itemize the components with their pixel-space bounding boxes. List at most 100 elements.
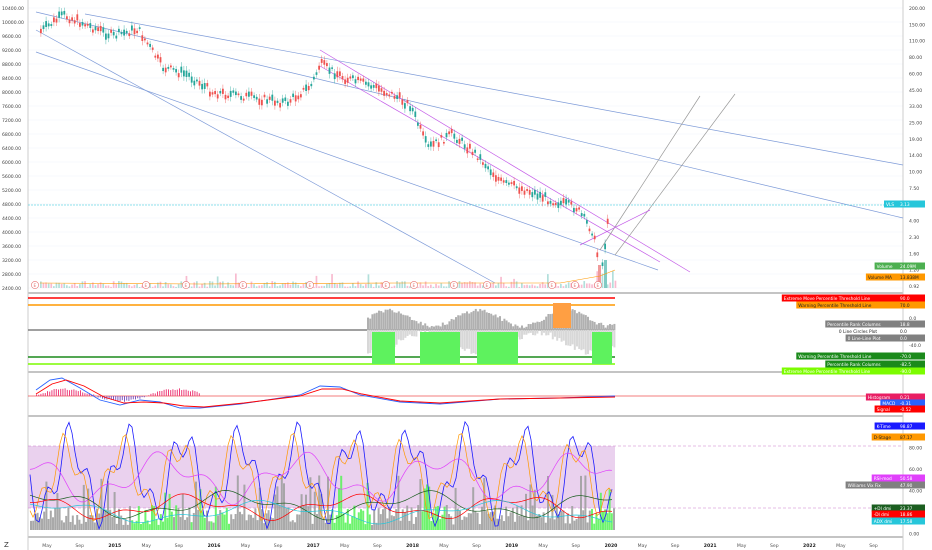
right-price-axis[interactable]: 200.00 150.00 110.00 80.00 60.00 45.00 33.00 25… bbox=[909, 6, 925, 538]
price-candles bbox=[40, 6, 609, 275]
left-price-axis[interactable]: 10400.00 10000.00 9600.00 9200.00 8800.00 840… bbox=[2, 6, 24, 292]
volume-bar bbox=[138, 286, 141, 288]
volume-bar bbox=[601, 273, 604, 288]
candle-body bbox=[289, 99, 292, 103]
volume-bar bbox=[60, 283, 63, 288]
candle-body bbox=[172, 68, 175, 70]
volume-bar bbox=[471, 281, 474, 288]
macd-histogram-bar bbox=[113, 396, 114, 400]
candle-body bbox=[146, 42, 149, 45]
vix-fix-column bbox=[41, 518, 43, 530]
vix-fix-column bbox=[199, 489, 202, 530]
candle-body bbox=[232, 90, 235, 93]
vix-fix-column bbox=[276, 486, 279, 530]
candle-body bbox=[430, 141, 432, 147]
vix-fix-column bbox=[582, 510, 585, 530]
time-axis-label: May bbox=[836, 543, 846, 549]
volume-bar bbox=[274, 281, 276, 288]
vix-fix-column bbox=[549, 518, 552, 530]
percentile-column bbox=[402, 314, 405, 330]
candle-body bbox=[66, 16, 68, 20]
vix-fix-column bbox=[404, 512, 406, 530]
value-tag-label-bg bbox=[874, 405, 898, 413]
candle-body bbox=[274, 100, 276, 106]
candle-body bbox=[606, 218, 609, 224]
volume-bar bbox=[422, 285, 424, 288]
volume-bar bbox=[372, 286, 375, 288]
candle-body bbox=[505, 180, 508, 183]
time-axis-label: Sep bbox=[869, 543, 878, 549]
trend-lines[interactable] bbox=[28, 11, 904, 284]
vix-fix-column bbox=[278, 505, 281, 530]
time-axis-label: May bbox=[42, 543, 52, 549]
vix-fix-column bbox=[489, 512, 492, 530]
volume-bar bbox=[391, 286, 393, 288]
percentile-column bbox=[591, 320, 594, 330]
candle-body bbox=[539, 191, 541, 198]
value-tag-value-bg bbox=[898, 273, 925, 281]
percentile-column bbox=[532, 322, 534, 330]
candle-body bbox=[284, 97, 287, 101]
macd-histogram-bar bbox=[82, 392, 84, 396]
candle-body bbox=[414, 111, 417, 117]
vix-fix-column bbox=[333, 522, 336, 530]
vix-fix-column bbox=[494, 505, 497, 530]
percentile-column bbox=[534, 330, 537, 336]
percentile-column bbox=[499, 316, 501, 330]
vix-fix-column bbox=[360, 509, 362, 530]
vix-fix-column bbox=[320, 494, 323, 530]
volume-bar bbox=[284, 283, 287, 288]
vix-fix-column bbox=[153, 506, 156, 530]
macd-histogram-bar bbox=[176, 389, 178, 396]
value-tag-label: +DI dmi bbox=[874, 506, 892, 512]
vix-fix-column bbox=[188, 507, 191, 530]
percentile-column bbox=[369, 330, 372, 354]
macd-histogram-bar bbox=[157, 391, 158, 396]
value-tag-label-bg bbox=[825, 320, 898, 328]
candle-body bbox=[42, 25, 45, 30]
left-axis-tick: 8800.00 bbox=[2, 62, 21, 68]
time-axis[interactable]: May Sep 2015 May Sep 2016 May Sep 2017 May Sep 2018… bbox=[42, 543, 878, 549]
candle-body bbox=[105, 33, 107, 40]
macd-histogram-bar bbox=[91, 395, 92, 396]
candle-body bbox=[60, 11, 63, 16]
time-axis-label: Sep bbox=[671, 543, 680, 549]
oscillator-line bbox=[29, 493, 613, 521]
candle-body bbox=[370, 85, 372, 89]
right-axis-tick: 1.60 bbox=[909, 251, 919, 257]
vix-fix-column bbox=[98, 513, 101, 530]
candle-body bbox=[328, 67, 331, 74]
candle-body bbox=[102, 27, 105, 33]
vix-fix-column bbox=[124, 518, 127, 530]
volume-bar bbox=[406, 285, 409, 288]
volume-bar bbox=[318, 286, 320, 288]
value-tag-value: 50.58 bbox=[900, 476, 913, 482]
vix-fix-column bbox=[69, 521, 72, 530]
vix-fix-column bbox=[602, 511, 604, 530]
vix-fix-column bbox=[538, 514, 541, 530]
percentile-column bbox=[580, 313, 583, 330]
value-tag-value-bg bbox=[898, 481, 925, 489]
value-tag-value: -0.52 bbox=[900, 407, 911, 413]
macd-histogram-bar bbox=[154, 393, 156, 396]
percentile-column bbox=[576, 313, 578, 330]
candle-body bbox=[549, 200, 552, 204]
macd-histogram-bar bbox=[170, 390, 172, 396]
volume-ma-line bbox=[39, 269, 616, 285]
percentile-column bbox=[598, 323, 600, 330]
time-axis-label: 2016 bbox=[208, 543, 221, 549]
candle-body bbox=[489, 169, 492, 176]
percentile-column bbox=[395, 312, 398, 330]
candle-body bbox=[487, 166, 489, 170]
vix-fix-column bbox=[111, 516, 114, 530]
percentile-column bbox=[534, 322, 537, 330]
value-tag-value-bg bbox=[898, 510, 925, 518]
candle-body bbox=[466, 147, 469, 154]
vix-fix-column bbox=[212, 522, 215, 530]
vix-fix-column bbox=[555, 506, 558, 530]
vix-fix-column bbox=[417, 505, 420, 530]
percentile-column bbox=[560, 330, 563, 342]
volume-bar bbox=[354, 286, 357, 288]
